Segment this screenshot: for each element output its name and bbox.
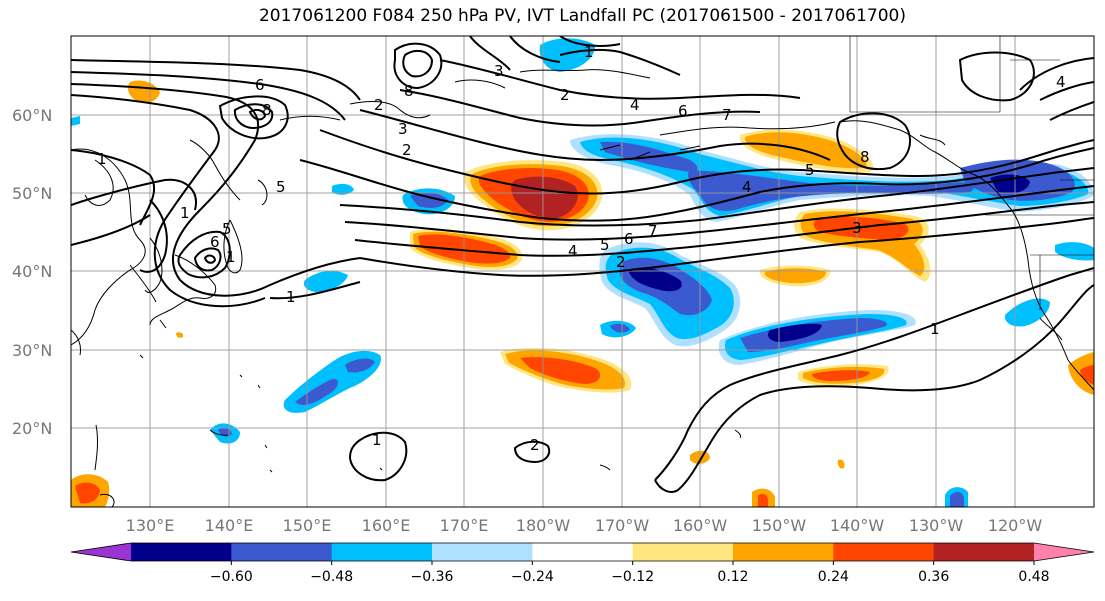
colorbar-segment (733, 543, 834, 561)
contour-label: 1 (97, 150, 107, 168)
lon-label: 130°W (909, 516, 964, 535)
contour-label: 1 (930, 320, 940, 338)
lon-label: 170°E (440, 516, 489, 535)
negative-region-subtropical-band (718, 310, 916, 365)
colorbar-segment (131, 543, 232, 561)
latitude-labels: 60°N 50°N 40°N 30°N 20°N (12, 106, 52, 438)
contour-label: 4 (630, 96, 640, 114)
colorbar-ticks: −0.60 −0.48 −0.36 −0.24 −0.12 0.12 0.24 0.36 0.4… (210, 561, 1050, 585)
contour-label: 1 (180, 204, 190, 222)
shaded-anomalies (71, 38, 1094, 507)
lon-label: 170°W (595, 516, 650, 535)
contour-label: 3 (398, 120, 408, 138)
contour-label: 4 (568, 242, 578, 260)
positive-region-subtropics (71, 332, 1094, 507)
colorbar-tick-label: 0.48 (1018, 569, 1049, 585)
contour-label: 1 (372, 431, 382, 449)
colorbar-tick-label: −0.24 (511, 569, 554, 585)
contour-label: 8 (262, 101, 272, 119)
contour-label: 2 (374, 96, 384, 114)
contour-label: 1 (226, 248, 236, 266)
colorbar-extend-low (71, 543, 131, 561)
colorbar-tick-label: 0.24 (818, 569, 849, 585)
lat-label: 60°N (12, 106, 52, 125)
colorbar-segment (833, 543, 935, 561)
colorbar-tick-label: −0.12 (611, 569, 654, 585)
contour-label: 3 (852, 219, 862, 237)
negative-region-west-pacific (71, 38, 1094, 507)
negative-region-north-pacific-jet (570, 134, 1094, 222)
coastlines (71, 69, 1094, 507)
longitude-labels: 130°E 140°E 150°E 160°E 170°E 180°W 170°… (126, 516, 1043, 535)
contour-label: 4 (1056, 73, 1066, 91)
contour-label: 7 (722, 106, 732, 124)
contour-label: 5 (222, 220, 232, 238)
colorbar-segment (532, 543, 634, 561)
contour-label: 6 (624, 230, 634, 248)
contour-label: 8 (404, 82, 414, 100)
colorbar (70, 542, 1095, 562)
colorbar-tick-label: 0.36 (918, 569, 949, 585)
lat-label: 40°N (12, 262, 52, 281)
lon-label: 150°W (752, 516, 807, 535)
map-frame (70, 35, 1095, 508)
lat-label: 20°N (12, 419, 52, 438)
negative-region-central-pacific (599, 242, 741, 347)
contour-label: 5 (805, 161, 815, 179)
contour-label: 3 (494, 62, 504, 80)
lon-label: 180°W (516, 516, 571, 535)
contour-labels: 6 8 1 5 5 6 1 1 8 3 2 2 3 1 2 4 6 7 8 5 … (97, 43, 1066, 454)
lon-label: 140°W (830, 516, 885, 535)
lon-label: 160°E (362, 516, 411, 535)
contour-label: 1 (286, 288, 296, 306)
contour-label: 1 (584, 43, 594, 61)
contour-label: 7 (648, 222, 658, 240)
contour-label: 2 (616, 253, 626, 271)
contour-label: 2 (530, 436, 540, 454)
contour-label: 6 (210, 233, 220, 251)
pv-contours (71, 36, 1094, 493)
colorbar-segment (632, 543, 734, 561)
contour-label: 5 (276, 178, 286, 196)
lon-label: 150°E (283, 516, 332, 535)
contour-label: 5 (600, 236, 610, 254)
lon-label: 160°W (673, 516, 728, 535)
contour-label: 2 (402, 141, 412, 159)
contour-label: 8 (860, 148, 870, 166)
lon-label: 120°W (988, 516, 1043, 535)
map-title: 2017061200 F084 250 hPa PV, IVT Landfall… (258, 6, 906, 26)
lon-label: 130°E (126, 516, 175, 535)
contour-label: 6 (678, 102, 688, 120)
contour-label: 4 (742, 178, 752, 196)
positive-region-dateline (463, 160, 603, 231)
contour-label: 2 (560, 86, 570, 104)
lat-label: 30°N (12, 341, 52, 360)
colorbar-segment (331, 543, 433, 561)
colorbar-outline (70, 542, 1095, 562)
colorbar-segment (933, 543, 1035, 561)
colorbar-extend-high (1034, 543, 1094, 561)
colorbar-tick-label: −0.60 (210, 569, 253, 585)
colorbar-segment (231, 543, 333, 561)
lat-label: 50°N (12, 184, 52, 203)
lon-label: 140°E (205, 516, 254, 535)
colorbar-tick-label: 0.12 (717, 569, 748, 585)
colorbar-tick-label: −0.36 (411, 569, 454, 585)
contour-label: 6 (255, 76, 265, 94)
colorbar-segment (432, 543, 533, 561)
colorbar-tick-label: −0.48 (310, 569, 353, 585)
